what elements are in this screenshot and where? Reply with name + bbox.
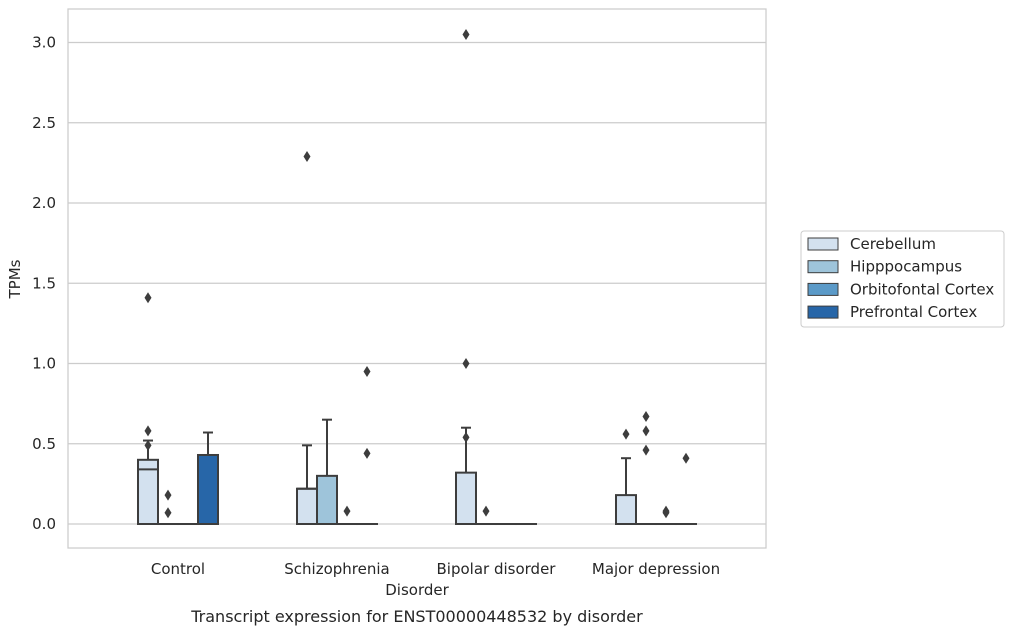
x-tick-label: Control (151, 560, 205, 578)
x-tick-label: Major depression (592, 560, 720, 578)
y-tick-label: 2.0 (32, 194, 56, 212)
legend-entry: Hipppocampus (807, 258, 962, 276)
box-prefrontal-cortex-0 (197, 431, 219, 525)
box-prefrontal-cortex-1 (356, 366, 378, 526)
x-tick-label: Schizophrenia (284, 560, 389, 578)
outlier-point (642, 425, 650, 437)
x-axis-label: Disorder (385, 581, 449, 599)
outlier-point (662, 507, 670, 519)
outlier-point (144, 425, 152, 437)
legend-label: Cerebellum (850, 235, 936, 253)
chart-caption: Transcript expression for ENST0000044853… (190, 607, 643, 626)
y-tick-label: 1.5 (32, 274, 56, 292)
outlier-point (144, 439, 152, 451)
x-tick-label: Bipolar disorder (437, 560, 557, 578)
outlier-point (642, 410, 650, 422)
box-hipppocampus-1 (316, 418, 338, 526)
box-body (197, 453, 219, 525)
legend-label: Hipppocampus (850, 258, 962, 276)
x-tick-labels: Control Schizophrenia Bipolar disorder Majo… (151, 560, 720, 578)
legend-entry: Cerebellum (807, 235, 936, 253)
box-body (615, 494, 637, 525)
box-cerebellum-0 (137, 292, 159, 525)
box-body (137, 458, 159, 525)
outlier-point (462, 28, 470, 40)
legend-label: Orbitofontal Cortex (850, 280, 994, 298)
y-tick-label: 2.5 (32, 114, 56, 132)
y-axis-label: TPMs (6, 259, 24, 299)
legend-swatch (807, 237, 839, 251)
box-body (316, 474, 338, 526)
legend-frame (800, 230, 1005, 328)
legend-entry: Prefrontal Cortex (807, 303, 977, 321)
y-tick-label: 0.0 (32, 515, 56, 533)
outlier-point (363, 366, 371, 378)
box-hipppocampus-3 (635, 410, 657, 526)
outlier-point (482, 505, 490, 517)
outlier-point (462, 358, 470, 369)
legend-swatch (807, 260, 839, 274)
legend: Cerebellum Hipppocampus Orbitofontal Corte… (800, 230, 1005, 328)
outlier-point (303, 150, 311, 162)
box-body (296, 487, 318, 526)
box-cerebellum-2 (455, 28, 477, 526)
y-tick-label: 0.5 (32, 435, 56, 453)
legend-swatch (807, 305, 839, 319)
outlier-point (622, 428, 630, 440)
box-marks (137, 28, 697, 526)
outlier-point (343, 505, 351, 517)
y-tick-labels: 0.0 0.5 1.0 1.5 2.0 2.5 3.0 (32, 34, 56, 534)
legend-label: Prefrontal Cortex (850, 303, 977, 321)
box-cerebellum-1 (296, 150, 318, 526)
box-prefrontal-cortex-3 (675, 452, 697, 526)
box-body (455, 471, 477, 526)
outlier-point (363, 447, 371, 459)
outlier-point (164, 507, 172, 519)
box-cerebellum-3 (615, 428, 637, 525)
outlier-point (642, 444, 650, 456)
legend-entry: Orbitofontal Cortex (807, 280, 994, 298)
y-tick-label: 1.0 (32, 355, 56, 373)
y-tick-label: 3.0 (32, 34, 56, 52)
plot-frame (67, 8, 767, 549)
outlier-point (164, 489, 172, 501)
outlier-point (682, 452, 690, 464)
legend-swatch (807, 282, 839, 296)
outlier-point (144, 292, 152, 304)
outlier-point (462, 431, 470, 443)
